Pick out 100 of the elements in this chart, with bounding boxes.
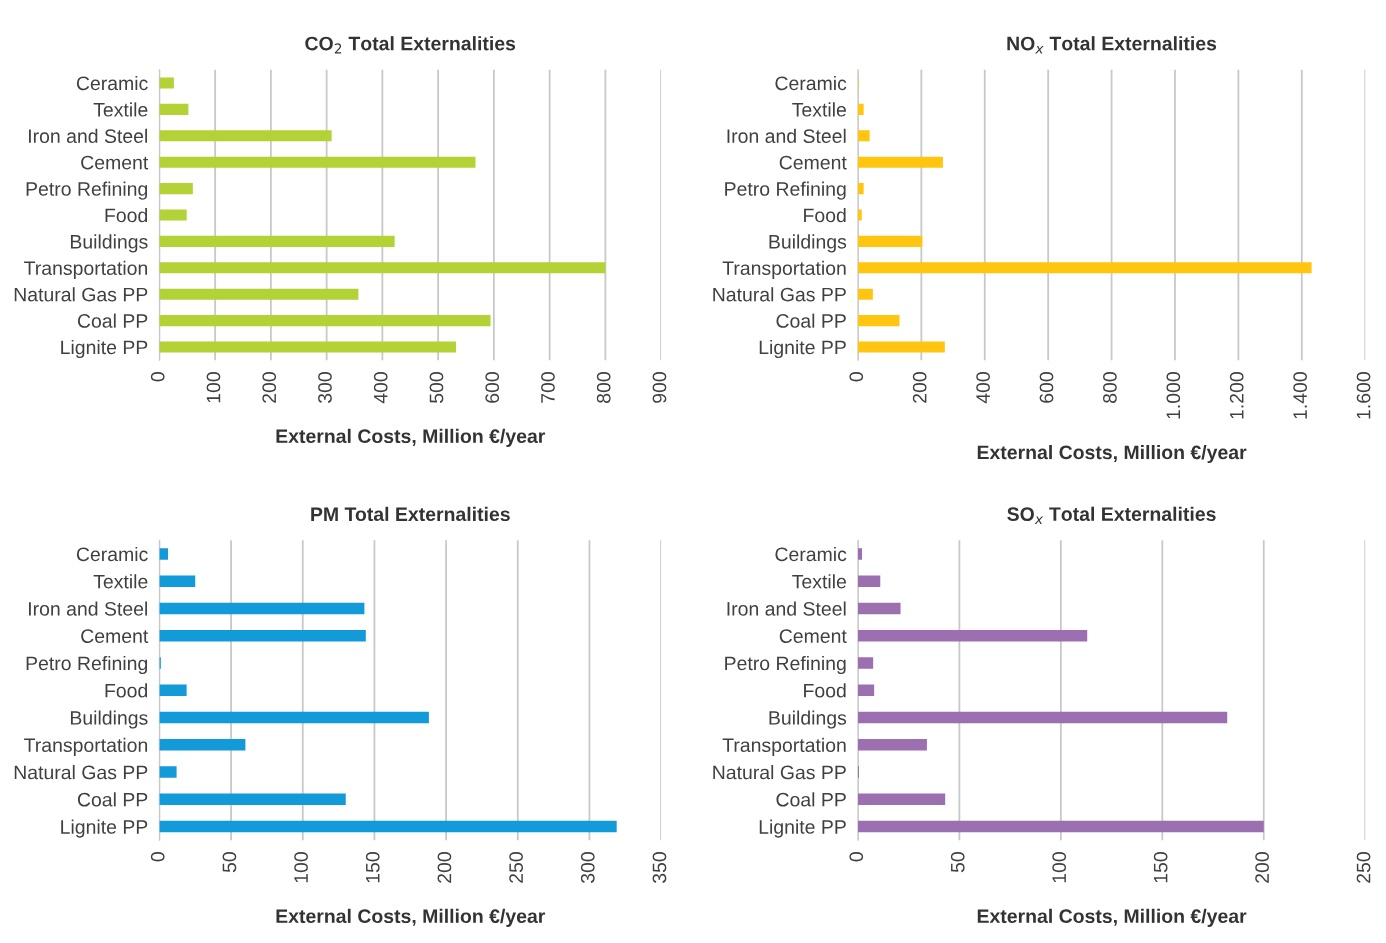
x-tick-label: 200 <box>912 372 927 403</box>
bar <box>857 657 874 669</box>
chart-title: NO$_{x}$ Total Externalities <box>1007 36 1217 54</box>
y-tick-label: Buildings <box>769 710 847 729</box>
x-tick-label: 100 <box>1052 852 1067 883</box>
x-tick-label: 1.200 <box>1229 372 1244 419</box>
y-tick-label: Lignite PP <box>61 339 148 359</box>
x-tick-label: 150 <box>1153 852 1168 883</box>
y-tick-label: Transportation <box>24 260 148 279</box>
bar <box>159 548 168 560</box>
x-tick-label: 600 <box>485 372 500 403</box>
bar <box>159 739 246 751</box>
bar <box>857 262 1312 274</box>
bar <box>159 711 429 724</box>
x-tick-label: 0 <box>150 372 165 382</box>
y-tick-label: Transportation <box>722 737 846 756</box>
bar <box>159 684 187 696</box>
x-tick-label: 1.000 <box>1166 372 1181 419</box>
bar <box>857 630 1088 642</box>
y-tick-label: Food <box>804 683 846 698</box>
y-tick-label: Cement <box>779 629 847 643</box>
bar <box>159 183 193 195</box>
bar <box>857 183 864 195</box>
x-tick-label: 600 <box>1039 372 1054 403</box>
bar <box>857 820 1264 833</box>
x-tick-label: 900 <box>652 372 667 403</box>
bar <box>159 209 187 221</box>
x-tick-label: 0 <box>150 852 165 862</box>
y-tick-label: Textile <box>792 102 846 117</box>
y-tick-label: Petro Refining <box>26 655 148 675</box>
x-tick-label: 400 <box>976 372 990 404</box>
bar <box>857 793 946 806</box>
y-tick-label: Ceramic <box>775 546 847 562</box>
y-tick-label: Food <box>105 683 148 698</box>
x-tick-label: 100 <box>206 372 221 403</box>
bar <box>857 130 870 142</box>
y-tick-label: Coal PP <box>776 313 846 328</box>
x-tick-label: 150 <box>365 852 380 883</box>
bar <box>857 739 927 751</box>
y-tick-label: Ceramic <box>76 75 148 91</box>
x-axis-title: External Costs, Million €/year <box>276 908 546 927</box>
x-tick-label: 300 <box>318 372 332 404</box>
bar <box>159 315 491 327</box>
x-tick-label: 100 <box>294 852 308 883</box>
y-tick-label: Petro Refining <box>26 181 148 200</box>
y-tick-label: Iron and Steel <box>29 128 147 144</box>
bar <box>159 103 189 115</box>
bar <box>857 602 901 615</box>
x-tick-label: 0 <box>849 372 864 382</box>
bar <box>159 156 476 168</box>
y-tick-label: Iron and Steel <box>29 601 147 616</box>
y-tick-label: Textile <box>93 102 148 117</box>
y-tick-label: Natural Gas PP <box>14 287 148 302</box>
x-tick-label: 350 <box>652 852 667 884</box>
y-tick-label: Iron and Steel <box>727 128 846 144</box>
x-tick-label: 200 <box>1255 852 1269 883</box>
bar <box>159 288 359 300</box>
bar <box>857 711 1228 724</box>
y-tick-label: Cement <box>779 155 847 170</box>
chart-title: SO$_{x}$ Total Externalities <box>1007 506 1216 524</box>
x-tick-label: 800 <box>596 372 611 403</box>
y-tick-label: Buildings <box>70 234 148 253</box>
bar <box>159 575 196 587</box>
bar <box>857 288 873 300</box>
x-tick-label: 1.400 <box>1293 372 1308 419</box>
x-tick-label: 200 <box>437 852 452 883</box>
x-tick-label: 500 <box>429 372 444 403</box>
y-tick-label: Natural Gas PP <box>713 287 846 302</box>
x-axis-title: External Costs, Million €/year <box>977 444 1247 464</box>
x-tick-label: 1.600 <box>1356 372 1371 419</box>
y-tick-label: Textile <box>792 574 846 589</box>
y-tick-label: Transportation <box>722 260 846 279</box>
x-axis-title: External Costs, Million €/year <box>276 428 546 447</box>
y-tick-label: Natural Gas PP <box>713 765 846 780</box>
bar <box>159 820 617 833</box>
bar <box>159 793 346 806</box>
y-tick-label: Iron and Steel <box>727 601 846 616</box>
bar <box>857 315 900 327</box>
x-tick-label: 300 <box>580 852 595 884</box>
y-tick-label: Natural Gas PP <box>14 765 148 780</box>
y-tick-label: Ceramic <box>775 75 847 91</box>
x-tick-label: 250 <box>1356 852 1371 883</box>
x-tick-label: 200 <box>262 372 277 403</box>
y-tick-label: Food <box>804 207 846 223</box>
bar <box>857 575 881 587</box>
x-tick-label: 800 <box>1103 372 1117 403</box>
bar <box>159 235 395 247</box>
y-tick-label: Buildings <box>769 234 847 253</box>
x-tick-label: 50 <box>222 852 237 873</box>
y-tick-label: Coal PP <box>77 792 148 807</box>
y-tick-label: Food <box>105 207 148 223</box>
bar <box>857 341 945 353</box>
bar <box>159 77 174 89</box>
x-axis-title: External Costs, Million €/year <box>977 908 1247 927</box>
y-tick-label: Lignite PP <box>759 339 846 359</box>
y-tick-label: Petro Refining <box>725 181 846 200</box>
chart-title: CO$_{2}$ Total Externalities <box>305 36 516 54</box>
bar <box>857 156 943 168</box>
bar <box>857 103 864 115</box>
bar <box>159 766 177 778</box>
